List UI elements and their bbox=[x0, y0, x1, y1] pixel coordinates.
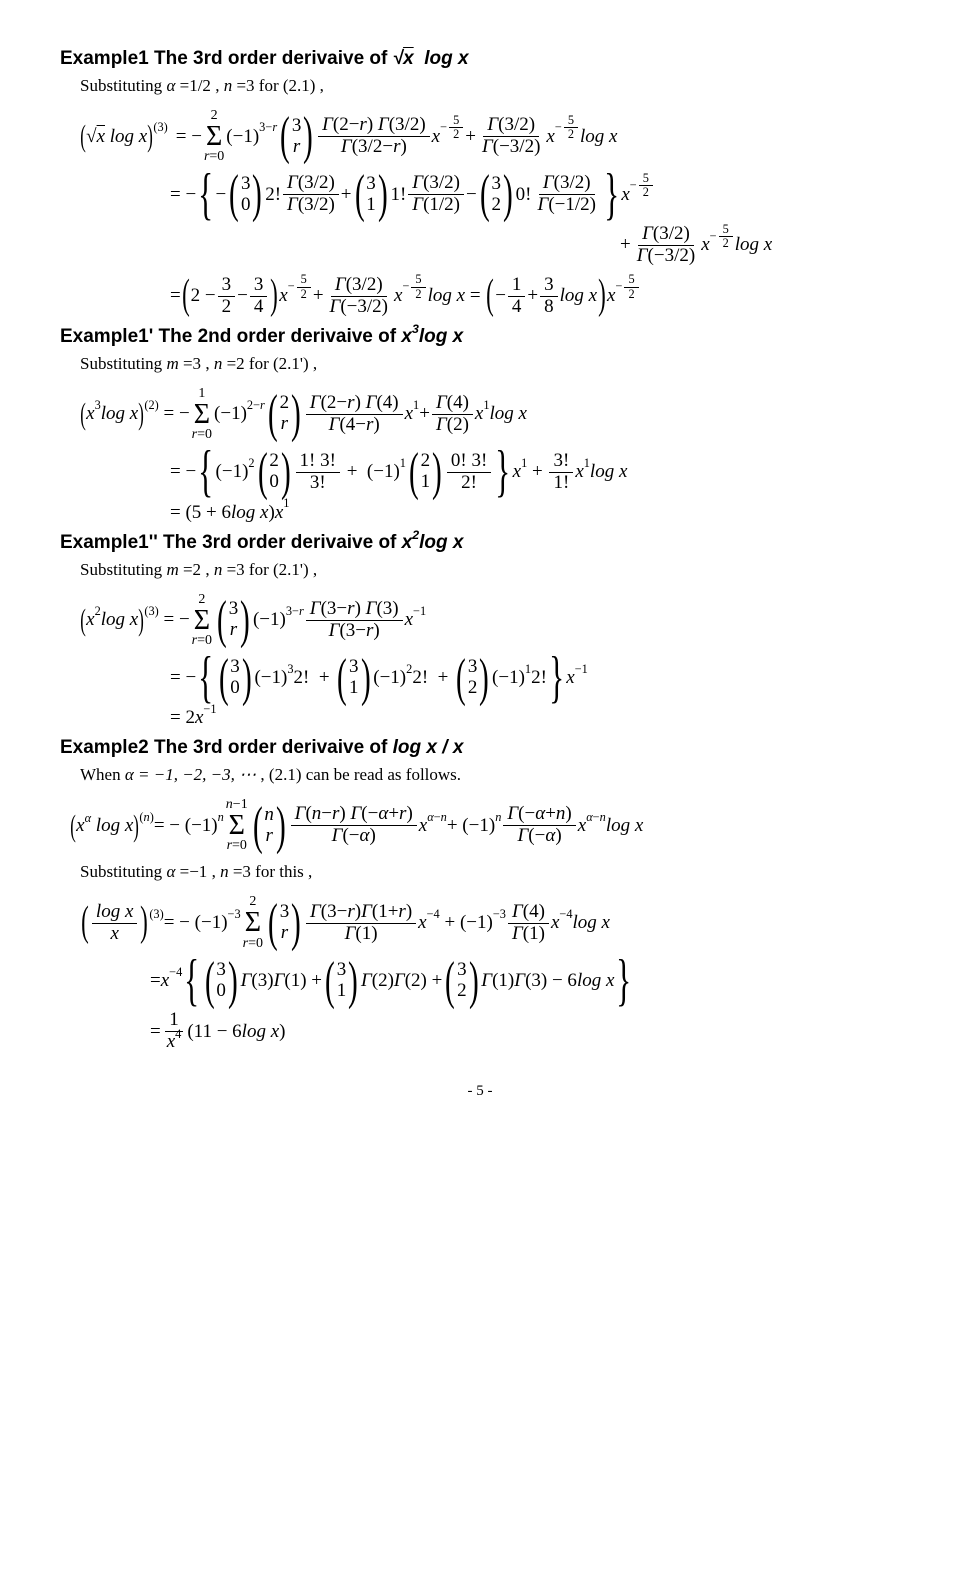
ex1d-subst: Substituting m =2 , n =3 for (2.1') , bbox=[80, 560, 900, 580]
example1dbl-title: Example1'' The 3rd order derivaive of x2… bbox=[60, 532, 900, 554]
c4: , bbox=[207, 862, 220, 881]
ex1-line2: = − { −(30) 2! Γ(3/2)Γ(3/2) + (31) 1! Γ(… bbox=[170, 173, 900, 216]
ex2-title-text: Example2 The 3rd order derivaive of bbox=[60, 737, 393, 758]
ex1-subst-a: Substituting bbox=[80, 76, 166, 95]
ex2-line1: (xα log x)(n) = − (−1)n n−1Σr=0 (nr) Γ(n… bbox=[70, 797, 900, 854]
sigma-icon-2: 1Σr=0 bbox=[192, 386, 212, 443]
ex2-when-a: When bbox=[80, 765, 125, 784]
c1: , bbox=[211, 76, 224, 95]
ex2-when-b: , (2.1) can be read as follows. bbox=[260, 765, 461, 784]
ex1d-line2: = − { (30) (−1)3 2! + (31) (−1)2 2! + (3… bbox=[170, 657, 900, 700]
ex1p-subst-b: for (2.1') , bbox=[245, 354, 317, 373]
ex1d-line3: = 2 x−1 bbox=[170, 707, 900, 729]
ex1-line2b: + Γ(3/2)Γ(−3/2) x−52 log x bbox=[620, 224, 900, 267]
ex2-line3: = x−4 { (30) Γ(3) Γ(1) + (31) Γ(2) Γ(2) … bbox=[150, 960, 900, 1003]
sigma-icon-3: 2Σr=0 bbox=[192, 592, 212, 649]
page-number: - 5 - bbox=[60, 1083, 900, 1100]
example1-title: Example1 The 3rd order derivaive of √x l… bbox=[60, 48, 900, 70]
ex2-alpha-vals: α = −1, −2, −3, ⋯ bbox=[125, 765, 256, 784]
ex1d-line1: (x2log x)(3) = − 2Σr=0 (3r) (−1)3−r Γ(3−… bbox=[80, 592, 900, 649]
ex2-expr: log x / x bbox=[393, 737, 464, 758]
ex1p-subst: Substituting m =3 , n =2 for (2.1') , bbox=[80, 354, 900, 374]
c2: , bbox=[201, 354, 214, 373]
ex2-subst-a: Substituting bbox=[80, 862, 166, 881]
ex1-subst-b: for (2.1) , bbox=[255, 76, 324, 95]
example1prime-title: Example1' The 2nd order derivaive of x3l… bbox=[60, 326, 900, 348]
ex1-line1: (√x log x)(3) = − 2Σr=0 (−1)3−r (3r) Γ(2… bbox=[80, 108, 900, 165]
ex1p-line1: (x3log x)(2) = − 1Σr=0 (−1)2−r (2r) Γ(2−… bbox=[80, 386, 900, 443]
ex1p-line3: = (5 + 6 log x) x1 bbox=[170, 502, 900, 524]
ex2-subst: Substituting α =−1 , n =3 for this , bbox=[80, 862, 900, 882]
ex1p-subst-a: Substituting bbox=[80, 354, 166, 373]
ex2-when: When α = −1, −2, −3, ⋯ , (2.1) can be re… bbox=[80, 765, 900, 785]
sigma-icon-4: n−1Σr=0 bbox=[226, 797, 248, 854]
sigma-icon: 2Σr=0 bbox=[204, 108, 224, 165]
ex1-alpha: α bbox=[166, 76, 175, 95]
ex1d-subst-a: Substituting bbox=[80, 560, 166, 579]
ex1d-subst-b: for (2.1') , bbox=[245, 560, 317, 579]
ex2-subst-b: for this , bbox=[251, 862, 312, 881]
ex2-line2: (log xx)(3) = − (−1)−3 2Σr=0 (3r) Γ(3−r)… bbox=[80, 894, 900, 951]
ex1-subst: Substituting α =1/2 , n =3 for (2.1) , bbox=[80, 76, 900, 96]
ex1d-expr: x2log x bbox=[402, 532, 464, 553]
ex1-title-text: Example1 The 3rd order derivaive of bbox=[60, 48, 393, 69]
c3: , bbox=[201, 560, 214, 579]
ex1p-line2: = − { (−1)2 (20) 1! 3!3! + (−1)1 (21) 0!… bbox=[170, 451, 900, 494]
ex1-n: n bbox=[224, 76, 233, 95]
ex1d-title-text: Example1'' The 3rd order derivaive of bbox=[60, 532, 402, 553]
ex1-sqrt: √x log x bbox=[393, 48, 469, 69]
example2-title: Example2 The 3rd order derivaive of log … bbox=[60, 737, 900, 759]
ex1p-expr: x3log x bbox=[401, 326, 463, 347]
ex1-line3: = (2 − 32 − 34) x−52 + Γ(3/2)Γ(−3/2) x−5… bbox=[170, 275, 900, 318]
ex2-line4: = 1x4 (11 − 6log x) bbox=[150, 1010, 900, 1053]
sigma-icon-5: 2Σr=0 bbox=[243, 894, 263, 951]
ex1p-title-text: Example1' The 2nd order derivaive of bbox=[60, 326, 401, 347]
